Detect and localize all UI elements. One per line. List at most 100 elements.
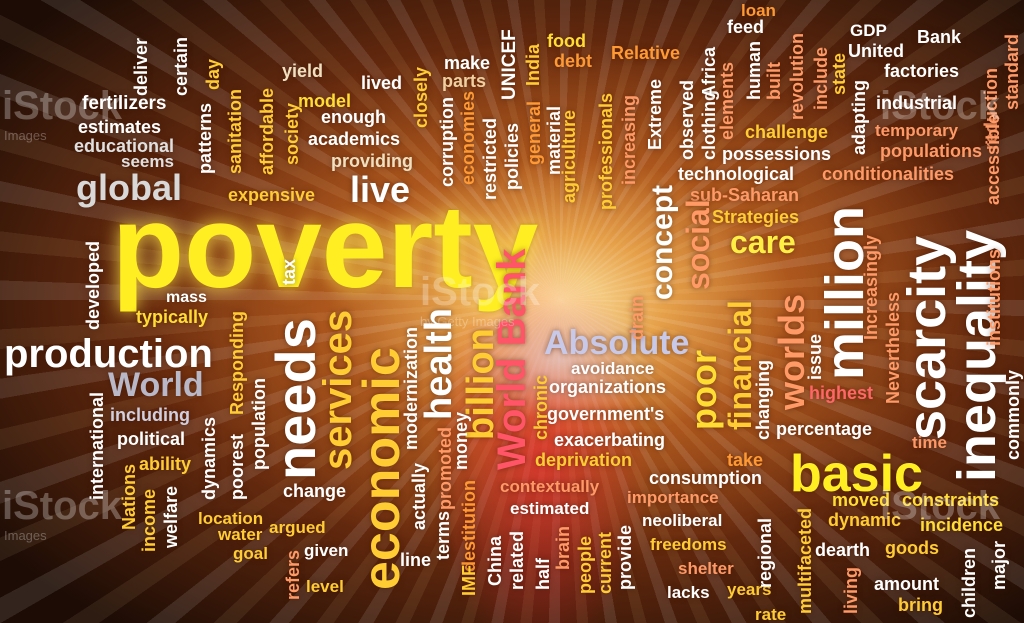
word-half: half [533,557,553,590]
word-living: living [841,566,861,614]
word-state: state [829,52,849,95]
word-conditionalities: conditionalities [822,164,955,184]
word-lacks: lacks [667,583,710,602]
word-model: model [298,91,352,111]
word-argued: argued [269,518,326,537]
word-welfare: welfare [161,485,181,548]
word-possessions: possessions [722,144,832,164]
word-incidence: incidence [920,515,1004,535]
word-mass: mass [166,289,207,306]
word-global: global [76,167,182,208]
word-dynamic: dynamic [828,510,902,530]
word-given: given [304,541,349,560]
word-time: time [912,433,947,452]
word-industrial: industrial [876,93,958,113]
word-location: location [198,509,264,528]
word-organizations: organizations [549,377,667,397]
word-professionals: professionals [596,92,616,210]
word-including: including [110,405,190,425]
word-importance: importance [627,488,719,507]
word-restricted: restricted [480,117,500,200]
word-terms: terms [433,510,453,560]
word-poverty: poverty [112,181,539,313]
word-nevertheless: Nevertheless [883,291,903,404]
word-affordable: affordable [257,87,277,175]
word-increasingly: Increasingly [861,234,881,340]
word-government-s: government's [547,404,665,424]
word-issue: issue [805,333,825,380]
word-refers: refers [283,549,303,600]
word-society: society [282,102,302,165]
word-responding: Responding [227,311,247,415]
word-relative: Relative [611,43,681,63]
word-dynamics: dynamics [199,416,219,500]
word-make: make [444,53,491,73]
word-include: include [811,46,831,110]
word-typically: typically [136,307,209,327]
word-enough: enough [321,107,386,127]
word-poor: poor [683,350,724,430]
word-food: food [547,31,586,51]
word-general: general [524,100,544,165]
word-nations: Nations [119,463,139,530]
word-extreme: Extreme [645,78,665,150]
watermark-brand: iStock [880,84,1001,128]
word-ability: ability [139,454,192,474]
word-seems: seems [121,152,174,171]
word-deprivation: deprivation [535,450,633,470]
watermark-brand: iStock [2,484,123,528]
word-debt: debt [554,51,592,71]
word-standard: standard [1002,33,1022,110]
word-policies: policies [502,122,522,190]
word-brain: brain [553,525,573,570]
word-years: years [727,580,772,599]
word-world: World [108,366,204,404]
word-loan: loan [741,1,776,20]
word-providing: providing [331,151,413,171]
watermark-sub: Images [4,528,47,543]
word-moved: moved [832,490,891,510]
word-china: China [485,535,505,586]
word-populations: populations [880,141,982,161]
word-multifaceted: multifaceted [795,507,815,614]
word-corruption: corruption [437,97,457,187]
watermark-credit: by Getty Images [420,314,515,329]
word-commonly: commonly [1003,369,1023,460]
word-exacerbating: exacerbating [554,430,666,450]
word-unicef: UNICEF [499,29,520,100]
word-highest: highest [809,383,874,403]
word-constraints: constraints [902,490,1000,510]
word-goal: goal [233,544,268,563]
word-temporary: temporary [875,121,959,140]
word-shelter: shelter [678,559,734,578]
word-estimated: estimated [510,499,590,518]
word-financial: financial [722,300,758,430]
word-developed: developed [83,240,103,330]
word-feed: feed [727,17,765,37]
word-line: line [400,550,432,570]
word-children: children [959,547,979,618]
word-take: take [727,450,764,470]
word-neoliberal: neoliberal [642,511,723,530]
word-factories: factories [884,61,960,81]
word-academics: academics [308,129,401,149]
word-certain: certain [171,36,191,96]
word-united: United [848,41,904,61]
word-estimates: estimates [78,117,162,137]
word-provide: provide [615,524,635,590]
word-production: production [4,332,213,376]
word-absolute: Absolute [544,324,690,362]
word-africa: Africa [699,46,719,98]
word-increasing: increasing [619,94,639,185]
word-change: change [283,481,347,501]
word-basic: basic [790,445,923,503]
word-social: social [680,199,716,290]
word-india: India [523,43,543,86]
white-glow [460,300,660,420]
word-contextually: contextually [500,477,600,496]
word-live: live [350,169,411,210]
word-current: current [595,531,615,594]
word-challenge: challenge [745,122,829,142]
word-regional: regional [755,517,775,588]
